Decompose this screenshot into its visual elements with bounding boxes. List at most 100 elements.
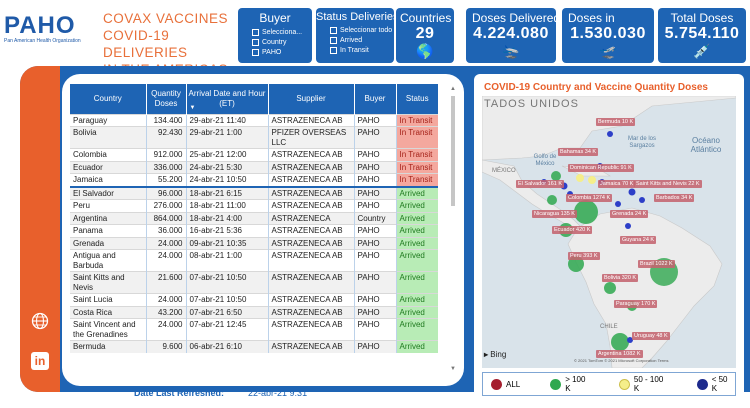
land-south-america — [567, 207, 723, 368]
map-country-label[interactable]: Dominican Republic 91 K — [568, 164, 634, 172]
map-canvas[interactable]: TADOS UNIDOS Golfo de México MÉXICO Mar … — [482, 96, 736, 368]
map-country-label[interactable]: Argentina 1082 K — [596, 350, 643, 358]
map-country-label[interactable]: Brazil 1022 K — [638, 260, 675, 268]
table-row[interactable]: Ecuador 336.000 24-abr-21 5:30 ASTRAZENECA … — [70, 160, 438, 174]
map-country-label[interactable]: Saint Kitts and Nevis 22 K — [634, 180, 702, 188]
table-row[interactable]: Jamaica 55.200 24-abr-21 10:50 ASTRAZENECA … — [70, 173, 438, 187]
cell-status: Arrived — [395, 211, 438, 225]
column-header-arrival-date[interactable]: Arrival Date and Hour (ET) ▼ — [185, 84, 268, 114]
table-row[interactable]: Bolivia 92.430 29-abr-21 1:00 PFIZER OVERSE… — [70, 126, 438, 149]
geo-label-usa: TADOS UNIDOS — [484, 98, 579, 110]
status-option-in-transit[interactable]: In Transit — [330, 45, 394, 55]
legend-item[interactable]: 50 - 100 K — [618, 375, 671, 393]
checkbox[interactable] — [252, 38, 259, 46]
legend-item[interactable]: < 50 K — [696, 375, 735, 393]
legend-label: < 50 K — [711, 375, 728, 393]
cell-country: Saint Vincent and the Grenadines — [70, 318, 146, 341]
cell-arrival-date: 29-abr-21 11:40 — [185, 113, 268, 127]
table-row[interactable]: Panama 36.000 16-abr-21 5:36 ASTRAZENECA AB… — [70, 224, 438, 237]
cell-country: Argentina — [70, 211, 146, 225]
map-country-label[interactable]: Nicaragua 135 K — [532, 210, 577, 218]
column-header-supplier[interactable]: Supplier — [267, 84, 354, 114]
table-row[interactable]: Costa Rica 43.200 07-abr-21 6:50 ASTRAZENEC… — [70, 305, 438, 319]
cell-supplier: PFIZER OVERSEAS LLC — [267, 126, 354, 149]
bubble-argentina[interactable] — [611, 333, 629, 351]
map-country-label[interactable]: Grenada 24 K — [610, 210, 649, 218]
map-country-label[interactable]: Bolivia 320 K — [602, 274, 639, 282]
bubble-jamaica[interactable] — [576, 174, 584, 182]
bubble-uruguay[interactable] — [627, 337, 633, 343]
status-option-select-all[interactable]: Seleccionar todo — [330, 25, 394, 35]
bubble-saint-kitts[interactable] — [628, 188, 636, 196]
map-country-label[interactable]: Bermuda 10 K — [596, 118, 636, 126]
map-country-label[interactable]: Jamaica 70 K — [598, 180, 636, 188]
checkbox[interactable] — [330, 46, 337, 54]
bing-logo: ▸ Bing — [484, 350, 507, 359]
table-row[interactable]: Grenada 24.000 09-abr-21 10:35 ASTRAZENECA … — [70, 236, 438, 250]
table-row[interactable]: Argentina 864.000 18-abr-21 4:00 ASTRAZENEC… — [70, 211, 438, 225]
cell-quantity: 36.000 — [145, 224, 186, 237]
buyer-option-paho[interactable]: PAHO — [252, 47, 312, 57]
bubble-grenada[interactable] — [615, 201, 621, 207]
cell-buyer: PAHO — [353, 224, 396, 237]
kpi-total-doses: Total Doses 5.754.110 💉 — [658, 8, 746, 63]
table-scrollbar[interactable]: ▲ ▼ — [450, 86, 456, 376]
bubble-guyana[interactable] — [625, 223, 631, 229]
map-country-label[interactable]: Bahamas 34 K — [558, 148, 599, 156]
table-row[interactable]: Saint Lucia 24.000 07-abr-21 10:50 ASTRAZEN… — [70, 293, 438, 306]
map-country-label[interactable]: El Salvador 161 K — [516, 180, 565, 188]
table-row[interactable]: El Salvador 96.000 18-abr-21 6:15 ASTRAZENE… — [70, 185, 438, 200]
table-row[interactable]: Colombia 912.000 25-abr-21 12:00 ASTRAZENEC… — [70, 148, 438, 161]
bubble-colombia[interactable] — [574, 200, 598, 224]
checkbox[interactable] — [252, 28, 259, 36]
table-row[interactable]: Bermuda 9.600 06-abr-21 6:10 ASTRAZENECA AB… — [70, 340, 438, 353]
legend-item[interactable]: > 100 K — [550, 375, 593, 393]
bubble-el-salvador[interactable] — [551, 171, 561, 181]
cell-buyer: PAHO — [353, 185, 396, 200]
scroll-up-icon[interactable]: ▲ — [450, 86, 456, 92]
cell-country: Antigua and Barbuda — [70, 249, 146, 272]
table-row[interactable]: Peru 276.000 18-abr-21 11:00 ASTRAZENECA AB… — [70, 199, 438, 212]
cell-arrival-date: 18-abr-21 4:00 — [185, 211, 268, 225]
column-header-status[interactable]: Status — [395, 84, 438, 114]
buyer-filter-label: Buyer — [259, 11, 291, 25]
bubble-bolivia[interactable] — [604, 282, 616, 294]
bubble-peru[interactable] — [568, 256, 584, 272]
cell-quantity: 912.000 — [145, 148, 186, 161]
map-country-label[interactable]: Ecuador 420 K — [552, 226, 593, 234]
cell-quantity: 92.430 — [145, 126, 186, 149]
map-country-label[interactable]: Peru 393 K — [568, 252, 600, 260]
map-country-label[interactable]: Colombia 1274 K — [566, 194, 613, 202]
legend-item[interactable]: ALL — [491, 378, 520, 390]
checkbox[interactable] — [330, 36, 337, 44]
bubble-bermuda[interactable] — [607, 131, 613, 137]
scroll-thumb[interactable] — [451, 96, 455, 206]
map-country-label[interactable]: Uruguay 48 K — [632, 332, 670, 340]
buyer-option-country[interactable]: Country — [252, 37, 312, 47]
cell-quantity: 21.600 — [145, 271, 186, 294]
status-option-arrived[interactable]: Arrived — [330, 35, 394, 45]
table-row[interactable]: Paraguay 134.400 29-abr-21 11:40 ASTRAZENEC… — [70, 113, 438, 127]
map-country-label[interactable]: Barbados 34 K — [654, 194, 695, 202]
table-row[interactable]: Antigua and Barbuda 24.000 08-abr-21 1:00 A… — [70, 249, 438, 272]
language-globe-icon[interactable] — [30, 312, 50, 332]
map-country-label[interactable]: Paraguay 170 K — [614, 300, 658, 308]
deliveries-table-panel: Country Quantity Doses Arrival Date and … — [62, 74, 464, 398]
column-header-quantity[interactable]: Quantity Doses — [145, 84, 186, 114]
column-header-buyer[interactable]: Buyer — [353, 84, 396, 114]
cell-supplier: ASTRAZENECA AB — [267, 293, 354, 306]
table-row[interactable]: Saint Vincent and the Grenadines 24.000 07… — [70, 318, 438, 341]
bubble-dominican-republic[interactable] — [588, 176, 596, 184]
table-row[interactable]: Saint Kitts and Nevis 21.600 07-abr-21 10:… — [70, 271, 438, 294]
checkbox[interactable] — [330, 26, 337, 34]
bubble-barbados[interactable] — [639, 197, 645, 203]
column-header-country[interactable]: Country — [70, 84, 146, 114]
linkedin-icon[interactable]: in — [31, 352, 49, 370]
scroll-down-icon[interactable]: ▼ — [450, 366, 456, 372]
bubble-nicaragua[interactable] — [547, 195, 557, 205]
checkbox[interactable] — [252, 48, 259, 56]
buyer-option-select-all[interactable]: Selecciona... — [252, 27, 312, 37]
map-country-label[interactable]: Guyana 24 K — [620, 236, 657, 244]
legend-dot — [491, 378, 502, 390]
geo-label-gulf: Golfo de México — [533, 154, 557, 167]
